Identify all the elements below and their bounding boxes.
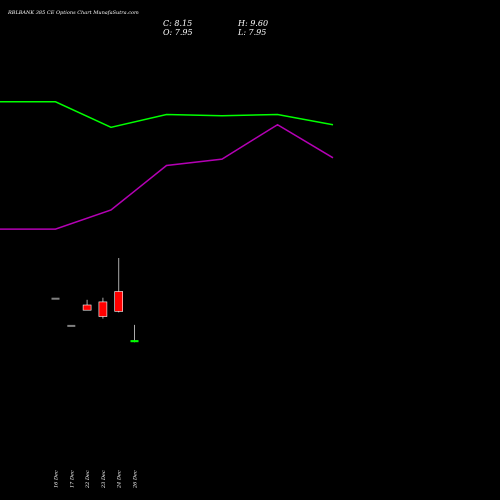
candles (51, 258, 139, 343)
candle-body (51, 297, 60, 300)
high-label: H: 9.60 (237, 19, 268, 28)
close-label: C: 8.15 (163, 19, 192, 28)
candle-body (98, 301, 108, 317)
chart-title: RBLBANK 385 CE Options Chart MunafaSutra… (7, 10, 139, 16)
candle-body (130, 340, 139, 343)
x-tick-label: 26 Dec (133, 470, 139, 489)
low-label: L: 7.95 (237, 28, 266, 37)
x-tick-label: 22 Dec (85, 470, 91, 489)
x-tick-label: 17 Dec (69, 470, 75, 488)
indicator-line-1 (0, 101, 334, 129)
x-tick-label: 23 Dec (101, 470, 107, 489)
x-tick-label: 24 Dec (117, 470, 123, 489)
x-tick-label: 16 Dec (54, 470, 60, 488)
indicator-lines (0, 101, 334, 230)
candle-body (114, 291, 123, 312)
candle-body (82, 304, 92, 311)
x-axis-ticks: 16 Dec 17 Dec 22 Dec 23 Dec 24 Dec 26 Dec (54, 470, 139, 489)
candle-body (67, 324, 76, 327)
open-label: O: 7.95 (163, 28, 193, 37)
indicator-line-2 (0, 123, 334, 230)
